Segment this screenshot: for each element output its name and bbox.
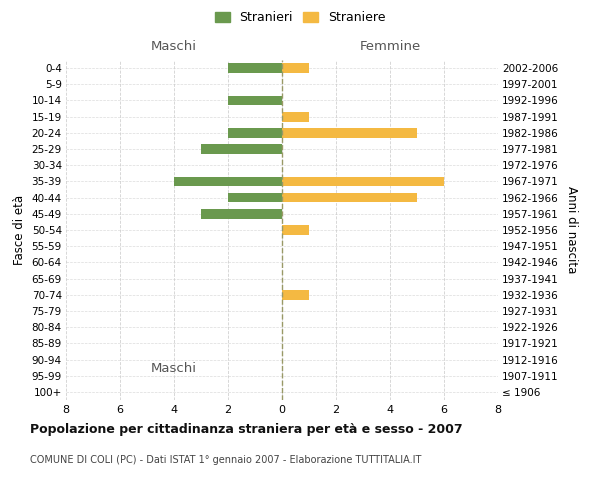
Bar <box>282 112 309 122</box>
Bar <box>282 176 444 186</box>
Bar <box>282 128 417 138</box>
Legend: Stranieri, Straniere: Stranieri, Straniere <box>209 6 391 29</box>
Y-axis label: Anni di nascita: Anni di nascita <box>565 186 578 274</box>
Bar <box>282 63 309 73</box>
Bar <box>282 290 309 300</box>
Bar <box>282 193 417 202</box>
Text: Femmine: Femmine <box>359 40 421 52</box>
Bar <box>228 193 282 202</box>
Bar <box>282 225 309 235</box>
Bar <box>174 176 282 186</box>
Text: Maschi: Maschi <box>151 362 197 376</box>
Text: Popolazione per cittadinanza straniera per età e sesso - 2007: Popolazione per cittadinanza straniera p… <box>30 422 463 436</box>
Bar <box>201 144 282 154</box>
Bar <box>228 96 282 106</box>
Y-axis label: Fasce di età: Fasce di età <box>13 195 26 265</box>
Text: COMUNE DI COLI (PC) - Dati ISTAT 1° gennaio 2007 - Elaborazione TUTTITALIA.IT: COMUNE DI COLI (PC) - Dati ISTAT 1° genn… <box>30 455 421 465</box>
Bar <box>201 209 282 218</box>
Bar <box>228 63 282 73</box>
Text: Maschi: Maschi <box>151 40 197 52</box>
Bar <box>228 128 282 138</box>
